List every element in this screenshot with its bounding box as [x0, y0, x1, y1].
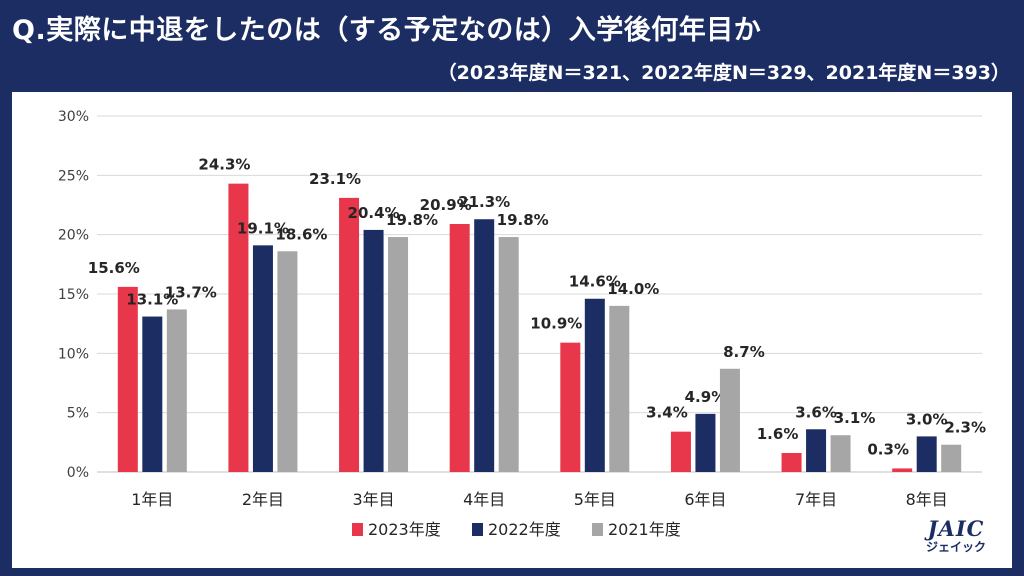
data-label: 3.1% — [834, 409, 876, 427]
bar — [719, 368, 740, 472]
bar — [252, 245, 273, 472]
bar — [166, 309, 187, 472]
data-label: 13.1% — [126, 291, 178, 309]
data-label: 18.6% — [275, 225, 327, 243]
logo-sub-text: ジェイック — [925, 540, 986, 554]
data-label: 21.3% — [458, 193, 510, 211]
bar — [695, 413, 716, 472]
data-label: 15.6% — [88, 259, 140, 277]
logo-main-text: JAIC — [927, 516, 985, 541]
legend-label: 2022年度 — [488, 520, 561, 539]
data-label: 19.8% — [497, 211, 549, 229]
chart-panel: 0% 5% 10% 15% 20% 25% 30% 15.6% 13.1% 13.7% 1年目 24.… — [12, 92, 1012, 568]
y-tick-label: 15% — [58, 287, 89, 303]
y-tick-label: 5% — [67, 406, 89, 422]
bar — [228, 183, 249, 472]
bar — [806, 429, 827, 472]
data-label: 23.1% — [309, 170, 361, 188]
bar — [498, 237, 519, 472]
bar — [916, 436, 937, 472]
data-label: 24.3% — [198, 156, 250, 174]
data-label: 3.0% — [906, 410, 948, 428]
legend-label: 2023年度 — [368, 520, 441, 539]
legend-swatch — [472, 523, 483, 536]
bar — [941, 444, 962, 472]
bar — [560, 342, 581, 472]
chart-title: Q.実際に中退をしたのは（する予定なのは）入学後何年目か — [12, 15, 762, 46]
y-tick-label: 30% — [58, 109, 89, 125]
legend-swatch — [592, 523, 603, 536]
data-label: 3.4% — [646, 404, 688, 422]
x-tick-label: 2年目 — [242, 490, 284, 509]
bar — [339, 197, 360, 472]
bar — [830, 435, 851, 472]
data-label: 20.4% — [348, 204, 400, 222]
data-label: 14.6% — [569, 273, 621, 291]
bar — [388, 237, 409, 472]
bar — [670, 431, 691, 472]
bar-chart: 0% 5% 10% 15% 20% 25% 30% 15.6% 13.1%13.7% 1年目 24.… — [58, 109, 986, 539]
chart-subtitle: （2023年度N＝321、2022年度N＝329、2021年度N＝393） — [437, 62, 1010, 84]
x-tick-label: 1年目 — [131, 490, 173, 509]
x-tick-label: 4年目 — [463, 490, 505, 509]
data-label: 8.7% — [723, 343, 765, 361]
jaic-logo: JAIC ジェイック — [925, 516, 986, 555]
data-label: 19.8% — [386, 211, 438, 229]
bar — [117, 286, 138, 472]
data-label: 1.6% — [757, 425, 799, 443]
bar — [474, 219, 495, 472]
data-label: 0.3% — [867, 440, 909, 458]
y-tick-label: 25% — [58, 168, 89, 184]
y-tick-label: 20% — [58, 228, 89, 244]
data-label: 19.1% — [237, 219, 289, 237]
data-label: 20.9% — [420, 196, 472, 214]
x-tick-label: 5年目 — [574, 490, 616, 509]
bar — [584, 298, 605, 472]
bar — [892, 468, 913, 472]
data-label: 13.7% — [165, 283, 217, 301]
data-label: 10.9% — [530, 315, 582, 333]
bar — [363, 229, 384, 472]
bar — [449, 223, 470, 472]
bar — [609, 305, 630, 472]
legend-swatch — [352, 523, 363, 536]
x-tick-label: 7年目 — [795, 490, 837, 509]
bar — [781, 453, 802, 472]
bar — [142, 316, 163, 472]
x-tick-label: 8年目 — [906, 490, 948, 509]
y-tick-label: 0% — [67, 465, 89, 481]
data-label: 14.0% — [607, 280, 659, 298]
data-label: 3.6% — [795, 403, 837, 421]
data-label: 2.3% — [944, 419, 986, 437]
x-tick-label: 3年目 — [352, 490, 394, 509]
y-tick-label: 10% — [58, 346, 89, 362]
bar — [277, 251, 298, 472]
x-tick-label: 6年目 — [684, 490, 726, 509]
legend-label: 2021年度 — [608, 520, 681, 539]
data-label: 4.9% — [685, 388, 727, 406]
